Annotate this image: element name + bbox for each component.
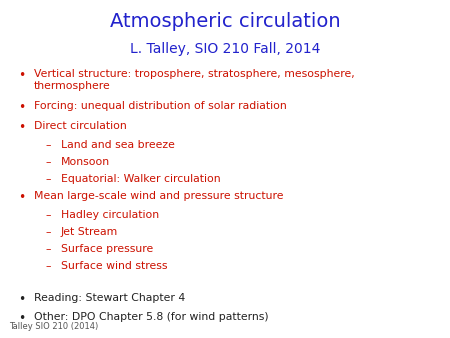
Text: Mean large-scale wind and pressure structure: Mean large-scale wind and pressure struc… [34, 191, 283, 201]
Text: •: • [18, 69, 25, 82]
Text: L. Talley, SIO 210 Fall, 2014: L. Talley, SIO 210 Fall, 2014 [130, 42, 320, 56]
Text: –: – [45, 210, 50, 220]
Text: Surface wind stress: Surface wind stress [61, 261, 167, 271]
Text: •: • [18, 293, 25, 306]
Text: Vertical structure: troposphere, stratosphere, mesosphere,
thermosphere: Vertical structure: troposphere, stratos… [34, 69, 355, 91]
Text: –: – [45, 244, 50, 254]
Text: Surface pressure: Surface pressure [61, 244, 153, 254]
Text: Monsoon: Monsoon [61, 157, 110, 167]
Text: Other: DPO Chapter 5.8 (for wind patterns): Other: DPO Chapter 5.8 (for wind pattern… [34, 312, 268, 322]
Text: •: • [18, 191, 25, 203]
Text: Atmospheric circulation: Atmospheric circulation [110, 12, 340, 31]
Text: –: – [45, 140, 50, 150]
Text: Direct circulation: Direct circulation [34, 121, 126, 131]
Text: •: • [18, 101, 25, 114]
Text: –: – [45, 157, 50, 167]
Text: Equatorial: Walker circulation: Equatorial: Walker circulation [61, 174, 220, 184]
Text: Land and sea breeze: Land and sea breeze [61, 140, 175, 150]
Text: –: – [45, 174, 50, 184]
Text: Talley SIO 210 (2014): Talley SIO 210 (2014) [9, 322, 98, 331]
Text: •: • [18, 121, 25, 134]
Text: Hadley circulation: Hadley circulation [61, 210, 159, 220]
Text: Reading: Stewart Chapter 4: Reading: Stewart Chapter 4 [34, 293, 185, 303]
Text: Jet Stream: Jet Stream [61, 227, 118, 237]
Text: •: • [18, 312, 25, 325]
Text: –: – [45, 261, 50, 271]
Text: Forcing: unequal distribution of solar radiation: Forcing: unequal distribution of solar r… [34, 101, 287, 112]
Text: –: – [45, 227, 50, 237]
